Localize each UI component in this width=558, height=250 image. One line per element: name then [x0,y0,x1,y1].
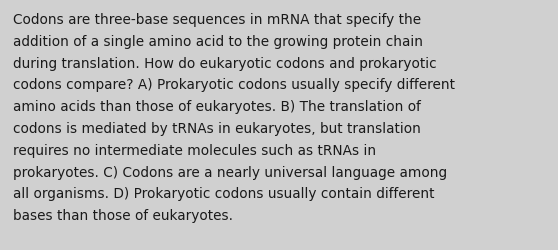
Text: prokaryotes. C) Codons are a nearly universal language among: prokaryotes. C) Codons are a nearly univ… [13,165,447,179]
Text: bases than those of eukaryotes.: bases than those of eukaryotes. [13,208,233,222]
Text: all organisms. D) Prokaryotic codons usually contain different: all organisms. D) Prokaryotic codons usu… [13,187,435,200]
Text: during translation. How do eukaryotic codons and prokaryotic: during translation. How do eukaryotic co… [13,56,436,70]
Text: Codons are three-base sequences in mRNA that specify the: Codons are three-base sequences in mRNA … [13,13,421,27]
Text: requires no intermediate molecules such as tRNAs in: requires no intermediate molecules such … [13,143,376,157]
Text: codons compare? A) Prokaryotic codons usually specify different: codons compare? A) Prokaryotic codons us… [13,78,455,92]
Text: codons is mediated by tRNAs in eukaryotes, but translation: codons is mediated by tRNAs in eukaryote… [13,122,421,136]
Text: addition of a single amino acid to the growing protein chain: addition of a single amino acid to the g… [13,35,423,48]
Text: amino acids than those of eukaryotes. B) The translation of: amino acids than those of eukaryotes. B)… [13,100,421,114]
